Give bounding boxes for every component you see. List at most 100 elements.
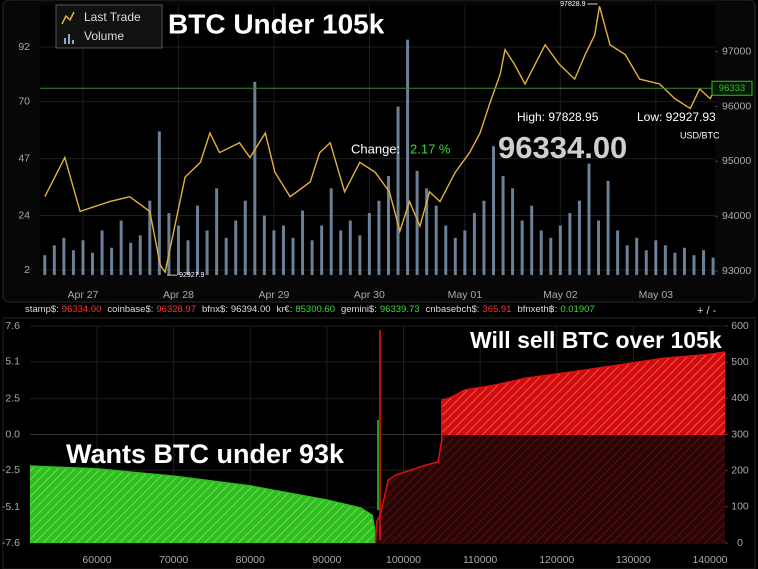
volume-bar	[539, 230, 543, 275]
y-tick-label: 7.6	[5, 320, 20, 332]
x-tick-label: May 02	[543, 289, 578, 301]
volume-bar	[463, 230, 467, 275]
overlay-text: Wants BTC under 93k	[66, 439, 345, 469]
depth-line	[29, 465, 377, 544]
volume-bar	[320, 225, 324, 275]
x-tick-label: Apr 27	[67, 289, 98, 301]
ticker-value: 365.91	[482, 304, 511, 315]
ticker-value: 96394.00	[231, 304, 271, 315]
volume-bar	[692, 255, 696, 275]
high-marker: 97828.9	[560, 1, 585, 8]
volume-bar	[176, 225, 180, 275]
volume-bar	[577, 200, 581, 275]
y2-tick-label: 300	[731, 428, 749, 440]
legend-label: Last Trade	[84, 10, 141, 24]
y-tick-label: 2.5	[5, 393, 20, 405]
volume-bar	[71, 250, 75, 275]
volume-bar	[281, 225, 285, 275]
y2-tick-label: 100	[731, 501, 749, 513]
y2-tick-label: 200	[731, 464, 749, 476]
volume-bar	[224, 237, 228, 275]
volume-bar	[110, 247, 114, 275]
volume-bar	[243, 200, 247, 275]
volume-bar	[654, 240, 658, 275]
y-tick-label: -2.5	[2, 464, 20, 476]
y2-tick-label: 94000	[722, 210, 751, 222]
volume-bar	[138, 235, 142, 275]
volume-bar	[196, 205, 200, 275]
volume-bar	[616, 230, 620, 275]
x-tick-label: Apr 28	[163, 289, 194, 301]
volume-bar	[253, 81, 257, 275]
zoom[interactable]: + / -	[697, 305, 717, 317]
x-tick-label: 80000	[236, 554, 265, 566]
volume-bar	[81, 240, 85, 275]
x-tick-label: May 01	[448, 289, 483, 301]
volume-bar	[530, 205, 534, 275]
chart-title: BTC Under 105k	[168, 8, 385, 39]
y2-tick-label: 93000	[722, 265, 751, 277]
volume-bar	[682, 247, 686, 275]
change: 2.17 %	[410, 141, 451, 156]
ticker-value: 96328.97	[156, 304, 196, 315]
legend-icon	[64, 34, 74, 44]
x-tick-label: 110000	[463, 554, 497, 566]
volume-bar	[301, 210, 305, 275]
volume-bar	[310, 240, 314, 275]
legend-label: Volume	[84, 29, 124, 43]
volume-bar	[606, 180, 610, 275]
ticker-label: bfnxeth฿:	[517, 304, 557, 315]
ticker-label: stamp$:	[25, 304, 59, 315]
volume-bar	[434, 205, 438, 275]
volume-bar	[186, 240, 190, 275]
y2-tick-label: 96000	[722, 100, 751, 112]
volume-bar	[129, 242, 133, 275]
volume-bar	[625, 245, 629, 275]
volume-bar	[492, 146, 496, 275]
ticker-label: kr€:	[277, 304, 293, 315]
last-price-box	[711, 80, 753, 96]
volume-bar	[234, 220, 238, 275]
volume-bar	[444, 225, 448, 275]
legend-icon	[61, 11, 75, 25]
x-tick-label: 90000	[312, 554, 341, 566]
volume-bar	[711, 257, 715, 275]
volume-bar	[386, 175, 390, 275]
overlay-text: Will sell BTC over 105k	[470, 327, 722, 353]
y-tick-label: 5.1	[5, 355, 20, 367]
volume-bar	[558, 225, 562, 275]
depth-fill	[441, 352, 725, 435]
ticker-value: 0.01907	[560, 304, 594, 315]
volume-bar	[587, 163, 591, 275]
y-tick-label: -5.1	[2, 501, 20, 513]
y-tick-label: 92	[18, 41, 30, 53]
x-tick-label: 100000	[386, 554, 421, 566]
volume-bar	[157, 131, 161, 275]
x-tick-label: Apr 29	[258, 289, 289, 301]
volume-bar	[511, 188, 515, 275]
volume-bar	[43, 255, 47, 275]
y-tick-label: 2	[24, 264, 30, 276]
ticker-value: 96339.73	[380, 304, 420, 315]
y2-tick-label: 500	[731, 356, 749, 368]
ticker-label: gemini$:	[341, 304, 377, 315]
low-marker: 92927.9	[179, 272, 204, 279]
change-label: Change:	[351, 141, 400, 156]
volume-bar	[597, 220, 601, 275]
depth-line	[374, 351, 726, 544]
volume-bar	[702, 250, 706, 275]
x-tick-label: 140000	[692, 554, 727, 566]
volume-bar	[635, 237, 639, 275]
volume-bar	[291, 237, 295, 275]
price: 96334.00	[498, 130, 627, 165]
volume-bar	[501, 175, 505, 275]
volume-bar	[52, 245, 56, 275]
volume-bar	[215, 188, 219, 275]
volume-bar	[348, 220, 352, 275]
volume-bar	[329, 188, 333, 275]
volume-bar	[472, 213, 476, 275]
volume-bar	[91, 252, 95, 275]
depth-fill	[30, 466, 376, 543]
